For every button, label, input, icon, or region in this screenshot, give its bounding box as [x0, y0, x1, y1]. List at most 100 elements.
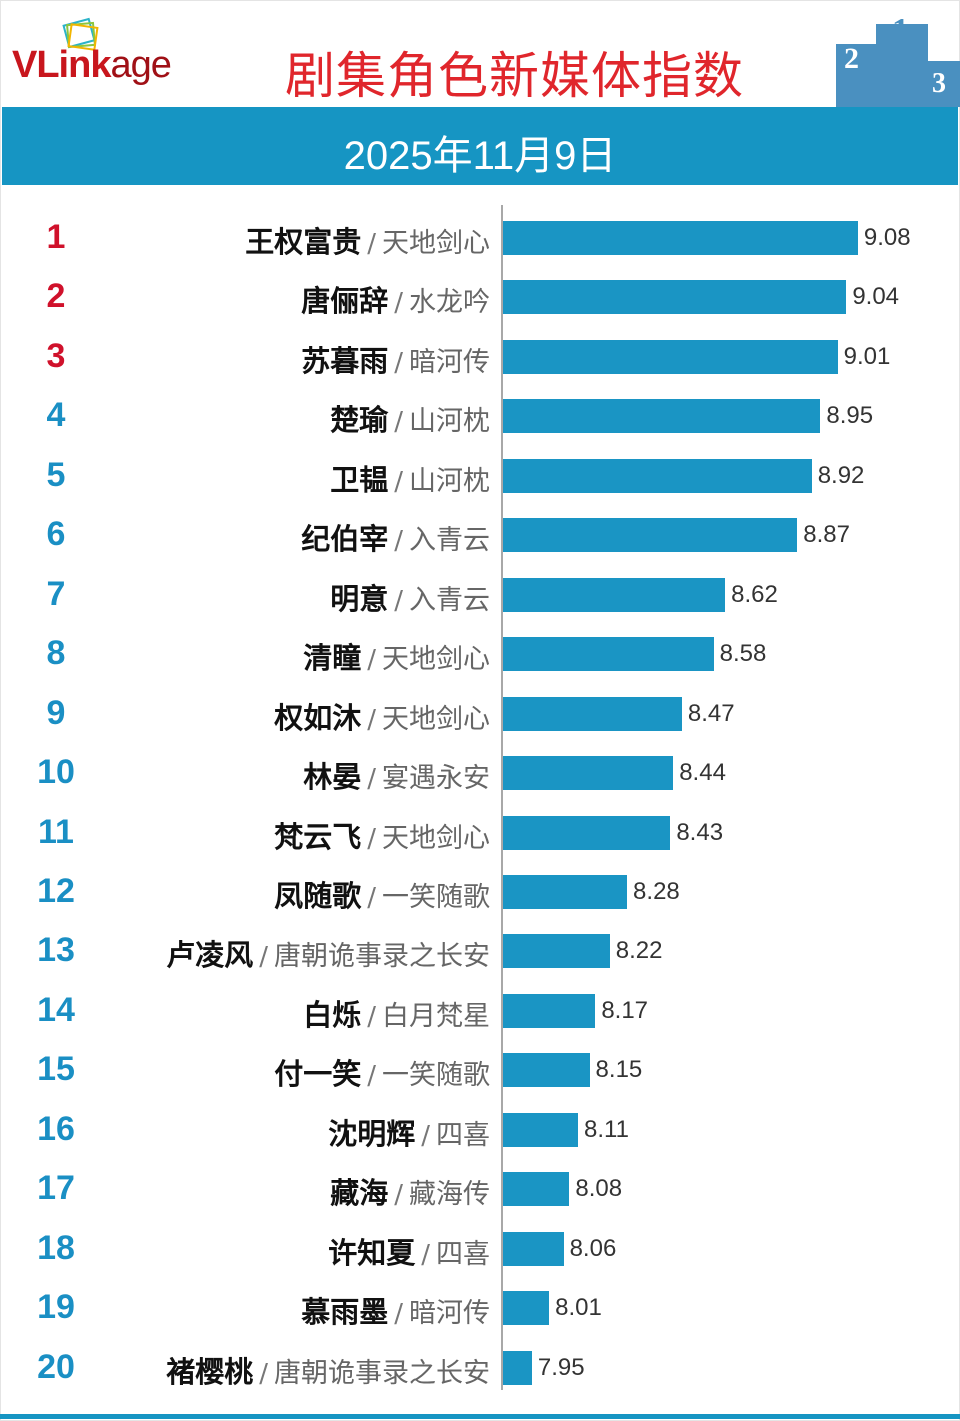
character-name: 纪伯宰 — [301, 522, 389, 557]
category-label: 唐俪辞 / 水龙吟 — [301, 278, 490, 320]
bar — [503, 1350, 532, 1385]
separator: / — [421, 1239, 430, 1270]
separator: / — [421, 1120, 430, 1151]
show-name: 白月梵星 — [382, 1000, 490, 1032]
value-label: 8.28 — [633, 877, 680, 905]
show-name: 暗河传 — [409, 1298, 490, 1330]
bar — [503, 399, 821, 434]
show-name: 唐朝诡事录之长安 — [274, 1357, 490, 1389]
separator: / — [394, 1180, 403, 1211]
separator: / — [259, 1358, 268, 1389]
bar — [503, 1291, 550, 1326]
rank-number: 17 — [37, 1169, 75, 1208]
separator: / — [367, 1061, 376, 1092]
logo-text-bold: VLink — [12, 44, 111, 86]
show-name: 暗河传 — [409, 346, 490, 378]
bar — [503, 1231, 564, 1266]
value-label: 9.08 — [863, 224, 911, 251]
bar — [503, 518, 798, 553]
logo-text-rest: age — [110, 44, 171, 86]
rank-number: 5 — [46, 455, 66, 494]
rank-number: 19 — [37, 1288, 75, 1327]
date-band: 2025年11月9日 — [2, 107, 958, 185]
value-label: 8.43 — [676, 818, 724, 846]
bar — [503, 934, 610, 969]
bar — [503, 637, 714, 672]
bar — [503, 874, 628, 909]
category-label: 许知夏 / 四喜 — [328, 1230, 490, 1272]
bar — [503, 696, 682, 731]
rank-number: 13 — [37, 931, 75, 970]
character-name: 白烁 — [303, 997, 362, 1032]
category-label: 白烁 / 白月梵星 — [303, 992, 490, 1034]
character-name: 梵云飞 — [274, 819, 362, 854]
show-name: 天地剑心 — [382, 822, 490, 854]
category-label: 慕雨墨 / 暗河传 — [301, 1289, 490, 1331]
category-label: 明意 / 入青云 — [330, 576, 490, 618]
bar — [503, 577, 726, 612]
rank-number: 3 — [46, 336, 66, 375]
show-name: 山河枕 — [409, 406, 490, 438]
bar — [503, 339, 838, 374]
character-name: 许知夏 — [328, 1235, 416, 1270]
category-label: 王权富贵 / 天地剑心 — [245, 219, 490, 261]
value-label: 9.01 — [843, 342, 891, 370]
character-name: 权如沐 — [274, 700, 362, 735]
category-label: 褚樱桃 / 唐朝诡事录之长安 — [166, 1349, 490, 1391]
rank-number: 11 — [38, 812, 74, 851]
character-name: 藏海 — [330, 1176, 389, 1211]
category-label: 卫韫 / 山河枕 — [330, 457, 490, 499]
separator: / — [259, 942, 268, 973]
rank-number: 18 — [37, 1228, 75, 1267]
show-name: 一笑随歌 — [382, 1060, 490, 1092]
show-name: 天地剑心 — [382, 228, 490, 259]
podium-digit-3: 3 — [932, 68, 946, 99]
rank-number: 16 — [37, 1109, 75, 1148]
category-label: 付一笑 / 一笑随歌 — [274, 1051, 490, 1093]
separator: / — [367, 229, 376, 259]
category-label: 林晏 / 宴遇永安 — [303, 754, 490, 796]
category-label: 藏海 / 藏海传 — [330, 1170, 490, 1212]
separator: / — [367, 704, 376, 735]
show-name: 藏海传 — [409, 1179, 490, 1211]
character-name: 林晏 — [303, 760, 362, 795]
podium-digit-2: 2 — [844, 42, 859, 75]
separator: / — [367, 882, 376, 913]
rank-number: 9 — [46, 693, 66, 732]
character-name: 褚樱桃 — [166, 1354, 254, 1389]
bottom-rule — [0, 1414, 960, 1419]
show-name: 唐朝诡事录之长安 — [274, 941, 490, 973]
category-label: 苏暮雨 / 暗河传 — [301, 338, 490, 380]
separator: / — [394, 288, 403, 319]
value-label: 8.06 — [569, 1234, 617, 1262]
separator: / — [367, 823, 376, 854]
separator: / — [394, 526, 403, 557]
page-title: 剧集角色新媒体指数 — [285, 47, 744, 105]
value-label: 8.44 — [679, 759, 726, 787]
rank-number: 8 — [46, 634, 66, 673]
show-name: 天地剑心 — [382, 703, 490, 735]
rank-number: 7 — [46, 574, 66, 613]
show-name: 四喜 — [436, 1238, 490, 1270]
value-label: 8.92 — [817, 461, 865, 489]
rank-number: 2 — [46, 277, 66, 316]
value-label: 8.58 — [719, 640, 767, 668]
separator: / — [367, 1001, 376, 1032]
rank-number: 1 — [46, 218, 66, 256]
value-label: 9.04 — [852, 283, 900, 311]
separator: / — [367, 645, 376, 676]
rank-number: 12 — [37, 871, 75, 910]
show-name: 水龙吟 — [409, 287, 490, 319]
bar — [503, 458, 812, 493]
value-label: 8.47 — [687, 699, 735, 727]
category-label: 梵云飞 / 天地剑心 — [274, 814, 490, 856]
date-label: 2025年11月9日 — [343, 134, 617, 178]
separator: / — [367, 764, 376, 795]
bar — [503, 756, 674, 791]
value-label: 8.17 — [601, 996, 649, 1024]
bar — [503, 1112, 578, 1147]
show-name: 山河枕 — [409, 465, 490, 497]
category-label: 卢凌风 / 唐朝诡事录之长安 — [166, 932, 490, 974]
character-name: 卫韫 — [330, 462, 389, 497]
character-name: 明意 — [330, 581, 389, 616]
